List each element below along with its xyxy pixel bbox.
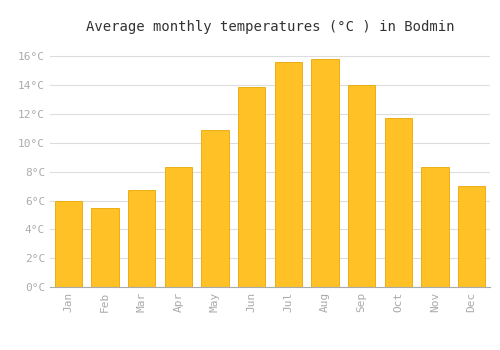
Bar: [201, 130, 229, 287]
Bar: [348, 85, 376, 287]
Bar: [274, 62, 302, 287]
Bar: [128, 190, 156, 287]
Bar: [238, 87, 266, 287]
Bar: [91, 208, 119, 287]
Bar: [458, 186, 485, 287]
Title: Average monthly temperatures (°C ) in Bodmin: Average monthly temperatures (°C ) in Bo…: [86, 20, 454, 34]
Bar: [164, 167, 192, 287]
Bar: [421, 167, 448, 287]
Bar: [311, 59, 339, 287]
Bar: [54, 201, 82, 287]
Bar: [384, 118, 412, 287]
